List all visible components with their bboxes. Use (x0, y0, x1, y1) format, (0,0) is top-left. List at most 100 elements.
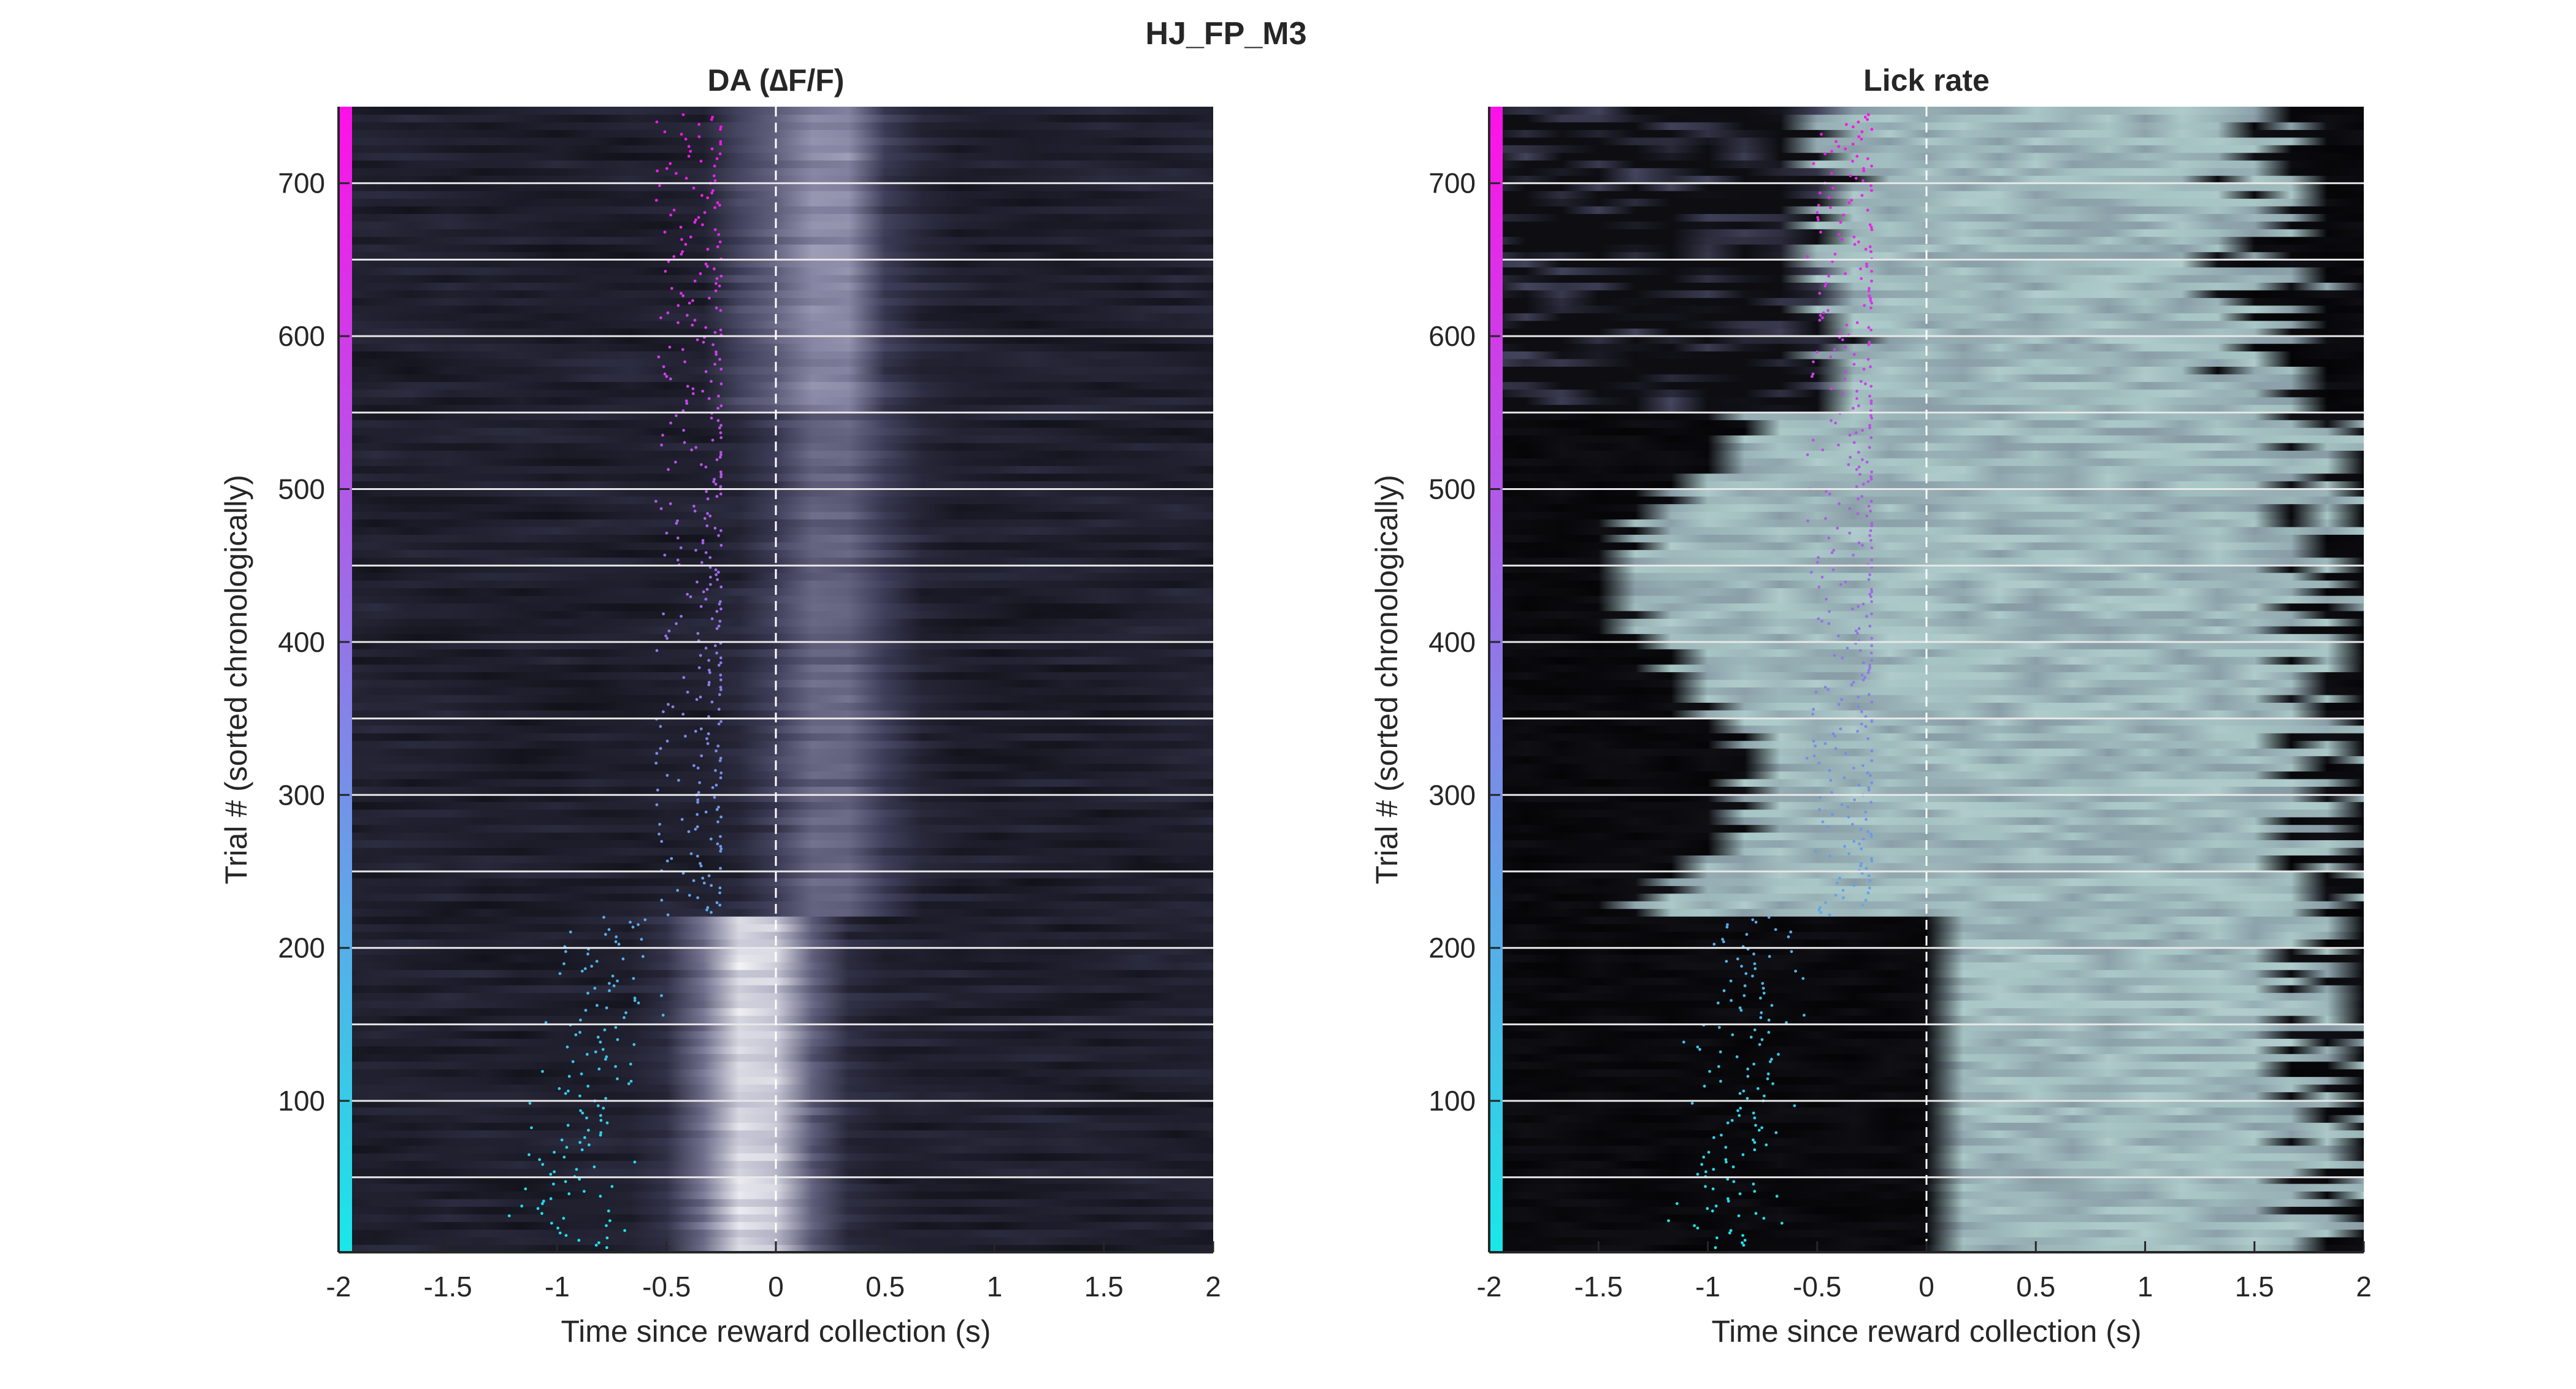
event-marker (1869, 299, 1873, 302)
event-marker (1812, 754, 1816, 757)
event-marker (667, 629, 671, 633)
event-marker (1731, 1165, 1735, 1169)
event-marker (1818, 808, 1822, 811)
event-marker (1844, 370, 1847, 373)
event-marker (1824, 281, 1828, 285)
heatmap-row (1489, 496, 2364, 505)
event-marker (701, 389, 705, 393)
event-marker (693, 318, 697, 322)
event-marker (1868, 446, 1871, 450)
event-marker (580, 1072, 583, 1076)
event-marker (711, 438, 715, 442)
event-marker (597, 1241, 600, 1244)
event-marker (663, 553, 667, 557)
event-marker (1760, 1038, 1764, 1041)
event-marker (1780, 1222, 1784, 1225)
event-marker (1811, 372, 1815, 376)
event-marker (1758, 1043, 1761, 1046)
event-marker (1861, 903, 1865, 907)
event-marker (719, 771, 723, 775)
event-marker (665, 859, 669, 863)
event-marker (1828, 913, 1831, 917)
event-marker (717, 708, 721, 711)
event-marker (1835, 881, 1839, 885)
heatmap-row (1489, 756, 2364, 764)
event-marker (1725, 960, 1728, 963)
trial-colorbar (340, 107, 352, 1252)
event-marker (1869, 800, 1873, 804)
heatmap-row (1489, 129, 2364, 138)
event-marker (575, 1168, 578, 1171)
event-marker (615, 935, 618, 939)
event-marker (702, 590, 705, 594)
event-marker (1857, 451, 1860, 454)
y-tick-label: 600 (278, 320, 325, 352)
event-marker (1830, 551, 1834, 554)
event-marker (1867, 289, 1871, 293)
event-marker (713, 164, 716, 168)
event-marker (528, 1101, 532, 1105)
heatmap-row (1489, 213, 2364, 222)
event-marker (681, 713, 685, 716)
event-marker (1870, 189, 1873, 193)
heatmap-row (1489, 580, 2364, 589)
event-marker (705, 737, 708, 740)
event-marker (706, 742, 710, 745)
event-marker (701, 223, 704, 226)
event-marker (713, 362, 716, 366)
event-marker (665, 740, 669, 743)
event-marker (707, 397, 711, 400)
event-marker (1703, 1084, 1706, 1088)
heatmap-row (339, 244, 1213, 253)
event-marker (1870, 637, 1874, 640)
event-marker (1862, 661, 1865, 665)
event-marker (672, 209, 676, 212)
event-marker (605, 1246, 608, 1249)
event-marker (1704, 1170, 1708, 1174)
event-marker (586, 1084, 590, 1088)
event-marker (1817, 617, 1820, 621)
event-marker (507, 1214, 511, 1217)
event-marker (718, 903, 722, 907)
event-marker (1675, 1202, 1679, 1206)
heatmap-image (1489, 107, 2364, 1252)
event-marker (1851, 159, 1854, 163)
event-marker (1869, 595, 1873, 599)
x-tick-label: 1 (987, 1271, 1003, 1303)
event-marker (583, 1190, 586, 1193)
heatmap-row (1489, 114, 2364, 123)
event-marker (560, 1138, 564, 1142)
event-marker (1837, 145, 1841, 148)
event-marker (669, 213, 672, 216)
event-marker (1766, 1072, 1770, 1076)
event-marker (1860, 862, 1863, 865)
event-marker (714, 289, 718, 293)
event-marker (699, 605, 703, 608)
heatmap-row (1489, 786, 2364, 795)
event-marker (662, 710, 665, 713)
event-marker (691, 323, 694, 327)
event-marker (1724, 1146, 1728, 1149)
heatmap-row (339, 565, 1213, 573)
event-marker (1869, 365, 1872, 369)
event-marker (1726, 1121, 1730, 1125)
event-marker (681, 871, 685, 875)
event-marker (1719, 1050, 1722, 1054)
event-marker (1760, 1126, 1764, 1130)
event-marker (1855, 485, 1858, 488)
event-marker (1866, 771, 1869, 775)
event-marker (610, 1185, 614, 1188)
event-marker (1817, 218, 1820, 221)
event-marker (670, 857, 673, 860)
event-marker (588, 1143, 591, 1147)
event-marker (1868, 592, 1872, 596)
event-marker (658, 822, 661, 826)
heatmap-row (339, 962, 1213, 970)
event-marker (1826, 825, 1830, 828)
heatmap-row (1489, 435, 2364, 443)
event-marker (1869, 651, 1873, 655)
event-marker (1752, 1138, 1755, 1142)
event-marker (1819, 906, 1822, 909)
event-marker (1814, 691, 1818, 694)
event-marker (716, 820, 719, 824)
